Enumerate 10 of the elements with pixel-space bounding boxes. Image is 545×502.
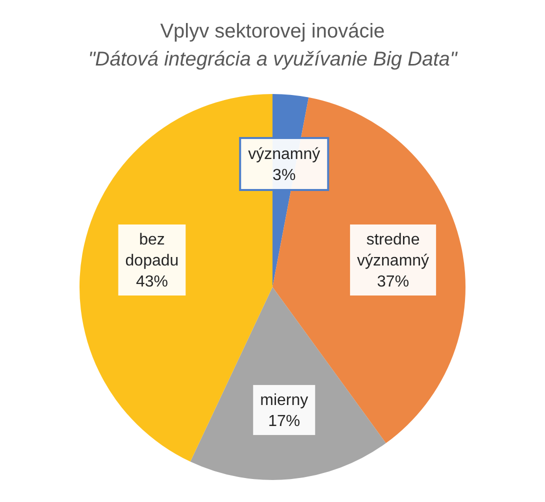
slice-label: stredne významný <box>357 231 430 270</box>
slice-label: bez dopadu <box>125 231 179 270</box>
slice-label: mierny <box>260 392 308 409</box>
slice-label: významný <box>248 146 320 163</box>
chart-subtitle: "Dátová integrácia a využívanie Big Data" <box>88 48 458 71</box>
data-label: 43% <box>136 273 168 290</box>
data-label: 3% <box>272 166 296 184</box>
chart-title: Vplyv sektorovej inovácie <box>160 20 385 43</box>
data-label: 17% <box>268 412 300 430</box>
data-label: 37% <box>377 273 410 290</box>
